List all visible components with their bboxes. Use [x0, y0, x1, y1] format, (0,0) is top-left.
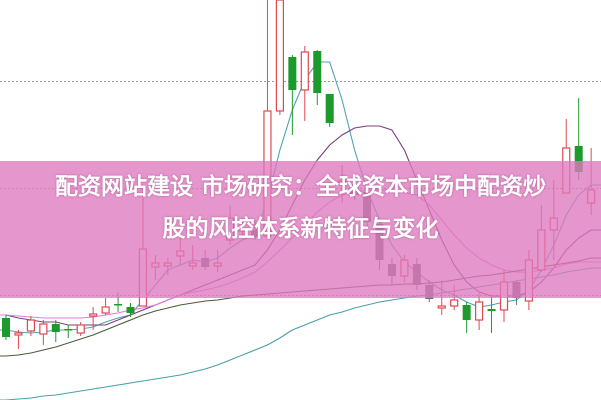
candle-body-down — [126, 307, 135, 313]
candle-body-up — [14, 332, 23, 336]
candle-body-up — [300, 51, 309, 91]
candle-body-down — [64, 329, 73, 331]
candle-body-down — [2, 318, 10, 337]
candle-body-up — [101, 306, 110, 314]
candle-body-up — [89, 313, 98, 317]
candle-body-down — [51, 324, 60, 332]
candle-body-down — [487, 309, 496, 311]
title-banner — [0, 161, 601, 298]
candle-body-down — [114, 304, 123, 306]
candle-body-down — [325, 94, 334, 123]
candle-body-up — [39, 323, 48, 335]
candle-body-up — [26, 319, 35, 332]
candle-body-down — [288, 57, 297, 90]
candle-body-down — [574, 146, 583, 172]
candle-body-up — [437, 305, 446, 309]
title-line-2: 股的风控体系新特征与变化 — [162, 216, 439, 242]
candle-body-down — [462, 305, 471, 320]
candle-body-down — [313, 51, 322, 93]
candle-body-up — [76, 324, 85, 334]
candle-body-up — [475, 301, 484, 321]
article-title: 配资网站建设 市场研究：全球资本市场中配资炒 股的风控体系新特征与变化 — [0, 166, 601, 250]
candle-body-up — [450, 299, 459, 307]
candle-body-up — [275, 0, 284, 112]
title-line-1: 配资网站建设 市场研究：全球资本市场中配资炒 — [54, 174, 546, 200]
